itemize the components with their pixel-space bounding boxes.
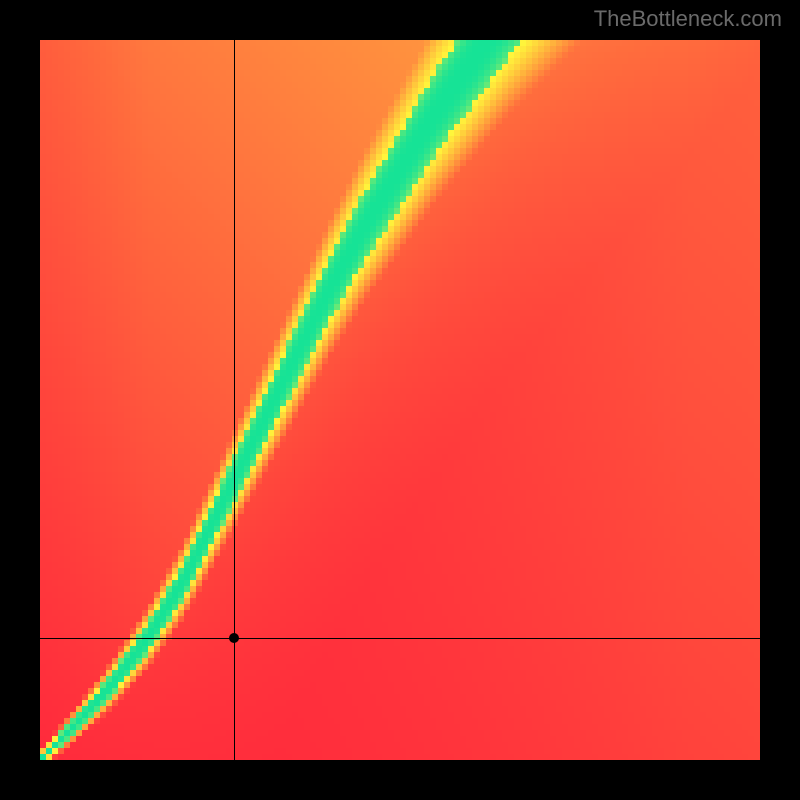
crosshair-vertical	[234, 40, 235, 760]
heatmap-canvas	[40, 40, 760, 760]
data-point-marker	[229, 633, 239, 643]
watermark-text: TheBottleneck.com	[594, 6, 782, 32]
crosshair-horizontal	[40, 638, 760, 639]
heatmap-plot	[40, 40, 760, 760]
